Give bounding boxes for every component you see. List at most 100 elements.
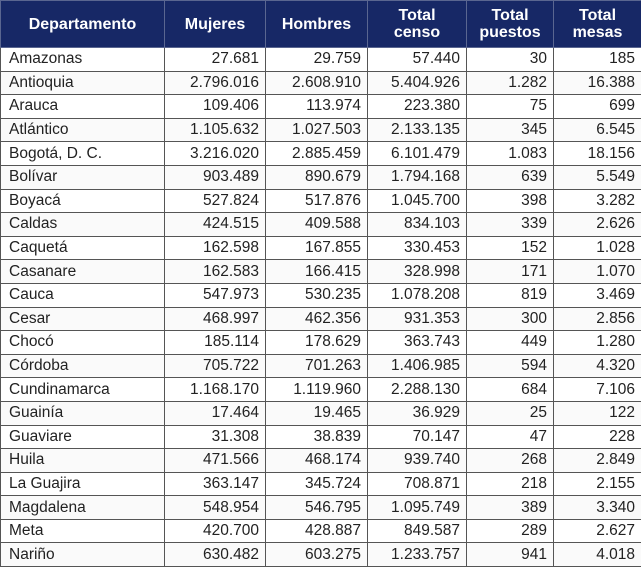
cell-total-censo: 2.288.130 (368, 378, 467, 402)
cell-total-puestos: 594 (467, 354, 554, 378)
cell-total-puestos: 449 (467, 331, 554, 355)
cell-mujeres: 1.168.170 (165, 378, 266, 402)
header-total-censo: Total censo (368, 1, 467, 48)
cell-total-mesas: 2.849 (554, 449, 641, 473)
cell-hombres: 19.465 (266, 401, 368, 425)
cell-total-censo: 708.871 (368, 472, 467, 496)
cell-mujeres: 547.973 (165, 283, 266, 307)
cell-hombres: 113.974 (266, 95, 368, 119)
cell-total-censo: 1.233.757 (368, 543, 467, 567)
cell-hombres: 345.724 (266, 472, 368, 496)
cell-mujeres: 548.954 (165, 496, 266, 520)
cell-mujeres: 17.464 (165, 401, 266, 425)
cell-total-mesas: 1.070 (554, 260, 641, 284)
cell-departamento: Antioquia (1, 71, 165, 95)
cell-total-censo: 931.353 (368, 307, 467, 331)
cell-total-puestos: 819 (467, 283, 554, 307)
cell-total-mesas: 4.018 (554, 543, 641, 567)
cell-total-puestos: 47 (467, 425, 554, 449)
cell-departamento: Amazonas (1, 48, 165, 72)
cell-departamento: La Guajira (1, 472, 165, 496)
cell-total-mesas: 2.626 (554, 213, 641, 237)
cell-hombres: 29.759 (266, 48, 368, 72)
cell-total-puestos: 1.083 (467, 142, 554, 166)
cell-departamento: Caldas (1, 213, 165, 237)
cell-mujeres: 185.114 (165, 331, 266, 355)
cell-mujeres: 162.598 (165, 236, 266, 260)
cell-hombres: 428.887 (266, 519, 368, 543)
cell-departamento: Guainía (1, 401, 165, 425)
cell-total-puestos: 268 (467, 449, 554, 473)
cell-departamento: Nariño (1, 543, 165, 567)
cell-mujeres: 109.406 (165, 95, 266, 119)
cell-total-mesas: 699 (554, 95, 641, 119)
cell-total-censo: 2.133.135 (368, 118, 467, 142)
cell-hombres: 2.885.459 (266, 142, 368, 166)
cell-hombres: 409.588 (266, 213, 368, 237)
cell-total-puestos: 218 (467, 472, 554, 496)
cell-total-puestos: 1.282 (467, 71, 554, 95)
cell-total-censo: 1.095.749 (368, 496, 467, 520)
cell-total-censo: 36.929 (368, 401, 467, 425)
cell-total-censo: 328.998 (368, 260, 467, 284)
cell-mujeres: 527.824 (165, 189, 266, 213)
cell-hombres: 166.415 (266, 260, 368, 284)
cell-total-puestos: 684 (467, 378, 554, 402)
cell-departamento: Meta (1, 519, 165, 543)
cell-total-censo: 363.743 (368, 331, 467, 355)
cell-mujeres: 27.681 (165, 48, 266, 72)
cell-total-censo: 6.101.479 (368, 142, 467, 166)
cell-total-mesas: 2.155 (554, 472, 641, 496)
cell-total-mesas: 18.156 (554, 142, 641, 166)
cell-total-puestos: 289 (467, 519, 554, 543)
cell-total-mesas: 3.469 (554, 283, 641, 307)
cell-total-censo: 330.453 (368, 236, 467, 260)
cell-departamento: Cauca (1, 283, 165, 307)
cell-total-censo: 5.404.926 (368, 71, 467, 95)
cell-departamento: Guaviare (1, 425, 165, 449)
cell-total-mesas: 6.545 (554, 118, 641, 142)
cell-total-mesas: 3.340 (554, 496, 641, 520)
cell-hombres: 701.263 (266, 354, 368, 378)
cell-total-puestos: 152 (467, 236, 554, 260)
cell-departamento: Cundinamarca (1, 378, 165, 402)
cell-total-mesas: 4.320 (554, 354, 641, 378)
cell-total-mesas: 228 (554, 425, 641, 449)
cell-total-censo: 57.440 (368, 48, 467, 72)
cell-total-mesas: 2.627 (554, 519, 641, 543)
cell-mujeres: 2.796.016 (165, 71, 266, 95)
cell-mujeres: 903.489 (165, 165, 266, 189)
cell-total-puestos: 300 (467, 307, 554, 331)
cell-total-censo: 834.103 (368, 213, 467, 237)
cell-total-censo: 70.147 (368, 425, 467, 449)
cell-hombres: 1.119.960 (266, 378, 368, 402)
cell-departamento: Boyacá (1, 189, 165, 213)
cell-departamento: Atlántico (1, 118, 165, 142)
cell-total-mesas: 122 (554, 401, 641, 425)
cell-total-puestos: 345 (467, 118, 554, 142)
cell-hombres: 530.235 (266, 283, 368, 307)
cell-hombres: 603.275 (266, 543, 368, 567)
cell-mujeres: 424.515 (165, 213, 266, 237)
cell-total-censo: 1.045.700 (368, 189, 467, 213)
cell-hombres: 517.876 (266, 189, 368, 213)
cell-mujeres: 471.566 (165, 449, 266, 473)
cell-total-puestos: 25 (467, 401, 554, 425)
cell-departamento: Huila (1, 449, 165, 473)
